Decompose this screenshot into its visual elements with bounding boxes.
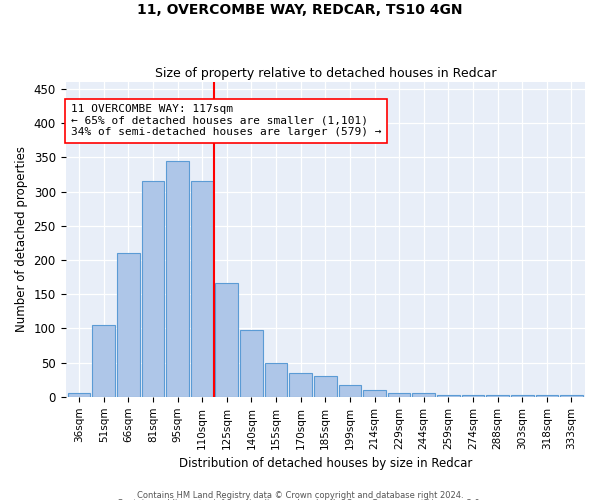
Text: 11, OVERCOMBE WAY, REDCAR, TS10 4GN: 11, OVERCOMBE WAY, REDCAR, TS10 4GN	[137, 2, 463, 16]
Title: Size of property relative to detached houses in Redcar: Size of property relative to detached ho…	[155, 66, 496, 80]
Bar	[215, 282, 238, 397]
Bar	[560, 395, 583, 397]
Bar	[289, 373, 312, 397]
Y-axis label: Number of detached properties: Number of detached properties	[15, 146, 28, 332]
Text: Contains HM Land Registry data © Crown copyright and database right 2024.: Contains HM Land Registry data © Crown c…	[137, 490, 463, 500]
Bar	[265, 362, 287, 397]
Bar	[511, 396, 533, 397]
X-axis label: Distribution of detached houses by size in Redcar: Distribution of detached houses by size …	[179, 457, 472, 470]
Bar	[314, 376, 337, 397]
Bar	[536, 396, 558, 397]
Bar	[486, 396, 509, 397]
Text: Contains public sector information licensed under the Open Government Licence v3: Contains public sector information licen…	[118, 499, 482, 500]
Bar	[166, 160, 189, 397]
Bar	[191, 182, 214, 397]
Bar	[92, 325, 115, 397]
Bar	[338, 384, 361, 397]
Bar	[363, 390, 386, 397]
Bar	[240, 330, 263, 397]
Bar	[68, 392, 91, 397]
Bar	[142, 182, 164, 397]
Bar	[388, 394, 410, 397]
Bar	[461, 396, 484, 397]
Bar	[412, 394, 435, 397]
Bar	[437, 395, 460, 397]
Bar	[117, 253, 140, 397]
Text: 11 OVERCOMBE WAY: 117sqm
← 65% of detached houses are smaller (1,101)
34% of sem: 11 OVERCOMBE WAY: 117sqm ← 65% of detach…	[71, 104, 381, 138]
